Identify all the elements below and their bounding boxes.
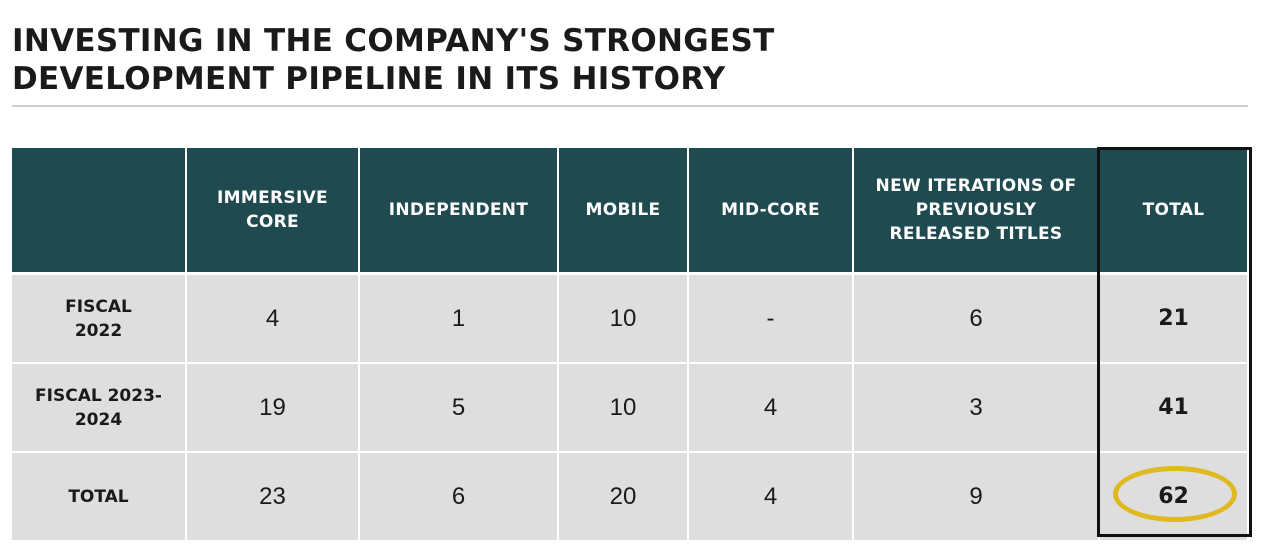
cell-immersive-core: 19 bbox=[186, 363, 360, 453]
header-mobile: MOBILE bbox=[558, 148, 689, 275]
table-row: FISCAL 2022 4 1 10 - 6 21 bbox=[12, 273, 1249, 364]
row-label: FISCAL 2023-2024 bbox=[12, 363, 187, 453]
header-new-iterations: NEW ITERATIONS OF PREVIOUSLY RELEASED TI… bbox=[853, 148, 1100, 275]
header-immersive-core: IMMERSIVE CORE bbox=[186, 148, 360, 275]
title-line-1: INVESTING IN THE COMPANY'S STRONGEST bbox=[12, 23, 775, 59]
header-independent: INDEPENDENT bbox=[359, 148, 559, 275]
cell-mid-core: 4 bbox=[688, 451, 854, 542]
header-row: IMMERSIVE CORE INDEPENDENT MOBILE MID-CO… bbox=[12, 148, 1249, 275]
cell-immersive-core: 4 bbox=[186, 273, 360, 364]
title-line-2: DEVELOPMENT PIPELINE IN ITS HISTORY bbox=[12, 61, 726, 97]
header-mid-core: MID-CORE bbox=[688, 148, 854, 275]
cell-independent: 6 bbox=[359, 451, 559, 542]
cell-new-iterations: 3 bbox=[853, 363, 1100, 453]
row-label: FISCAL 2022 bbox=[12, 273, 187, 364]
row-label: TOTAL bbox=[12, 451, 187, 542]
cell-mid-core: 4 bbox=[688, 363, 854, 453]
table-row: FISCAL 2023-2024 19 5 10 4 3 41 bbox=[12, 363, 1249, 453]
cell-total: 41 bbox=[1099, 363, 1249, 453]
cell-grand-total: 62 bbox=[1099, 451, 1249, 542]
table-row-total: TOTAL 23 6 20 4 9 62 bbox=[12, 451, 1249, 542]
header-corner bbox=[12, 148, 187, 275]
cell-new-iterations: 9 bbox=[853, 451, 1100, 542]
cell-mobile: 20 bbox=[558, 451, 689, 542]
cell-mobile: 10 bbox=[558, 363, 689, 453]
cell-mobile: 10 bbox=[558, 273, 689, 364]
pipeline-table: IMMERSIVE CORE INDEPENDENT MOBILE MID-CO… bbox=[12, 148, 1249, 542]
cell-immersive-core: 23 bbox=[186, 451, 360, 542]
cell-mid-core: - bbox=[688, 273, 854, 364]
cell-independent: 1 bbox=[359, 273, 559, 364]
title-divider bbox=[12, 105, 1248, 107]
header-total: TOTAL bbox=[1099, 148, 1249, 275]
cell-total: 21 bbox=[1099, 273, 1249, 364]
page-title: INVESTING IN THE COMPANY'S STRONGEST DEV… bbox=[12, 22, 775, 98]
cell-independent: 5 bbox=[359, 363, 559, 453]
cell-new-iterations: 6 bbox=[853, 273, 1100, 364]
